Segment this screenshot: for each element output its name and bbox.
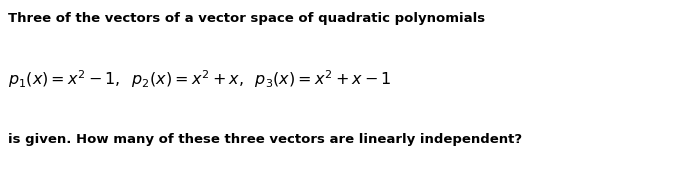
Text: $p_1(x) = x^2 - 1, \;\; p_2(x) = x^2 + x, \;\; p_3(x) = x^2 + x - 1$: $p_1(x) = x^2 - 1, \;\; p_2(x) = x^2 + x… bbox=[8, 68, 392, 90]
Text: is given. How many of these three vectors are linearly independent?: is given. How many of these three vector… bbox=[8, 133, 523, 146]
Text: Three of the vectors of a vector space of quadratic polynomials: Three of the vectors of a vector space o… bbox=[8, 12, 486, 25]
